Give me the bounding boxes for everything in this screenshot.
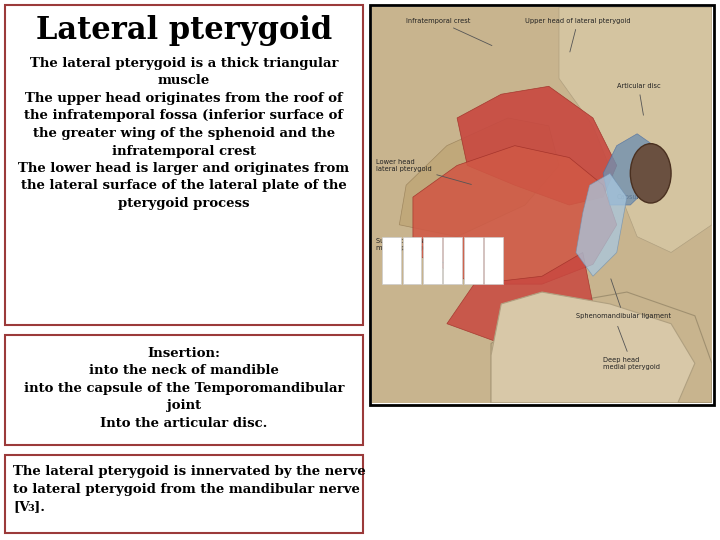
Text: Deep head
medial pterygoid: Deep head medial pterygoid bbox=[603, 326, 660, 370]
Text: into the neck of mandible: into the neck of mandible bbox=[89, 364, 279, 377]
Polygon shape bbox=[576, 173, 627, 276]
Text: Sphenomandibular ligament: Sphenomandibular ligament bbox=[576, 279, 671, 319]
Bar bbox=[382, 237, 401, 284]
Text: Infratemporal crest: Infratemporal crest bbox=[406, 18, 492, 45]
Text: to lateral pterygoid from the mandibular nerve: to lateral pterygoid from the mandibular… bbox=[13, 483, 360, 496]
Bar bbox=[5, 5, 363, 325]
Text: The lower head is larger and originates from: The lower head is larger and originates … bbox=[19, 162, 350, 175]
Text: Lower head
lateral pterygoid: Lower head lateral pterygoid bbox=[376, 159, 472, 185]
Text: ].: ]. bbox=[34, 500, 45, 513]
Polygon shape bbox=[413, 146, 617, 284]
Bar bbox=[485, 237, 503, 284]
Polygon shape bbox=[491, 292, 695, 403]
Text: Upper head of lateral pterygoid: Upper head of lateral pterygoid bbox=[525, 18, 631, 52]
Polygon shape bbox=[400, 118, 559, 237]
Polygon shape bbox=[372, 7, 712, 403]
Text: Superficial head
medial pterygoid: Superficial head medial pterygoid bbox=[376, 238, 444, 263]
Text: [V: [V bbox=[13, 500, 30, 513]
Bar bbox=[370, 5, 714, 405]
Text: pterygoid process: pterygoid process bbox=[118, 197, 250, 210]
Text: infratemporal crest: infratemporal crest bbox=[112, 145, 256, 158]
Polygon shape bbox=[457, 86, 617, 205]
Text: Articular disc: Articular disc bbox=[617, 83, 660, 115]
Ellipse shape bbox=[630, 144, 671, 203]
Bar bbox=[5, 455, 363, 533]
Text: The lateral pterygoid is a thick triangular: The lateral pterygoid is a thick triangu… bbox=[30, 57, 338, 70]
Text: the greater wing of the sphenoid and the: the greater wing of the sphenoid and the bbox=[33, 127, 335, 140]
Text: the lateral surface of the lateral plate of the: the lateral surface of the lateral plate… bbox=[21, 179, 347, 192]
Text: The upper head originates from the roof of: The upper head originates from the roof … bbox=[25, 92, 343, 105]
Text: Into the articular disc.: Into the articular disc. bbox=[100, 417, 268, 430]
Text: Insertion:: Insertion: bbox=[148, 347, 220, 360]
Bar bbox=[423, 237, 442, 284]
Text: The lateral pterygoid is innervated by the nerve: The lateral pterygoid is innervated by t… bbox=[13, 465, 366, 478]
Text: Capsule: Capsule bbox=[617, 176, 649, 200]
Text: joint: joint bbox=[167, 400, 201, 413]
Text: the infratemporal fossa (inferior surface of: the infratemporal fossa (inferior surfac… bbox=[24, 110, 343, 123]
Bar bbox=[464, 237, 482, 284]
Polygon shape bbox=[491, 292, 712, 403]
Polygon shape bbox=[603, 134, 654, 205]
Text: 3: 3 bbox=[27, 504, 34, 513]
Bar bbox=[402, 237, 421, 284]
Polygon shape bbox=[447, 253, 593, 343]
Bar bbox=[444, 237, 462, 284]
Bar bbox=[5, 335, 363, 445]
Polygon shape bbox=[559, 7, 712, 253]
Text: Lateral pterygoid: Lateral pterygoid bbox=[36, 15, 332, 46]
Text: muscle: muscle bbox=[158, 75, 210, 87]
Text: into the capsule of the Temporomandibular: into the capsule of the Temporomandibula… bbox=[24, 382, 344, 395]
